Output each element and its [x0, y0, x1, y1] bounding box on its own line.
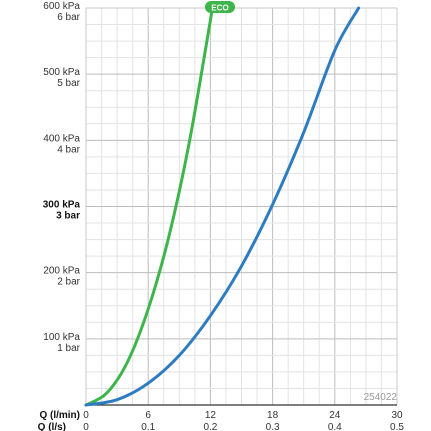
x-tick-label-ls: 0.1 [141, 422, 155, 431]
x-axis-labels: 0 6 12 18 24 30 0 0.1 0.2 0.3 0.4 0.5 [83, 410, 404, 431]
eco-badge: ECO [205, 1, 235, 13]
x2-axis-title: Q (l/s) [38, 422, 66, 431]
plot-border [85, 7, 398, 406]
y-tick-label-bar: 3 bar [56, 211, 80, 222]
x-tick-label-lmin: 6 [145, 410, 151, 421]
y-tick-label-kpa: 600 kPa [43, 1, 80, 12]
x-tick-label-ls: 0.4 [328, 422, 342, 431]
x-tick-label-lmin: 0 [83, 410, 89, 421]
y-tick-label-kpa: 100 kPa [43, 332, 80, 343]
chart-code-label: 254022 [364, 392, 398, 403]
x-tick-label-lmin: 24 [329, 410, 341, 421]
grid [85, 7, 398, 406]
x-tick-label-ls: 0.2 [203, 422, 217, 431]
series-line-eco [84, 6, 214, 407]
y-tick-label-bar: 6 bar [57, 12, 80, 23]
series-layer [84, 6, 361, 407]
x-tick-label-ls: 0.5 [390, 422, 404, 431]
x-tick-label-ls: 0.3 [266, 422, 280, 431]
y-tick-label-kpa: 400 kPa [43, 133, 80, 144]
y-tick-label-kpa: 200 kPa [43, 266, 80, 277]
y-tick-label-kpa: 500 kPa [43, 67, 80, 78]
x-tick-label-lmin: 12 [205, 410, 217, 421]
x-axis-title: Q (l/min) [39, 410, 80, 421]
eco-badge-label: ECO [211, 4, 228, 13]
y-tick-label-bar: 5 bar [57, 78, 80, 89]
series-line-standard [84, 6, 361, 407]
x-tick-label-lmin: 30 [391, 410, 403, 421]
y-tick-label-bar: 4 bar [57, 144, 80, 155]
x-tick-label-lmin: 18 [267, 410, 279, 421]
x-tick-label-ls: 0 [83, 422, 89, 431]
y-tick-label-kpa: 300 kPa [43, 200, 81, 211]
y-tick-label-bar: 1 bar [57, 343, 80, 354]
y-tick-label-bar: 2 bar [57, 277, 80, 288]
eco-badge-background [205, 1, 235, 13]
